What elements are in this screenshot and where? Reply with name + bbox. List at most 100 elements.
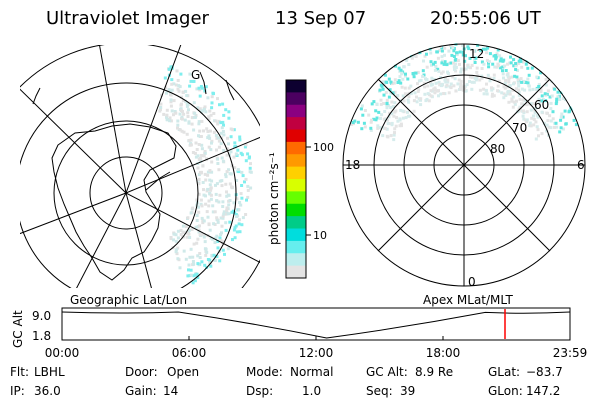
aurora-pixel	[422, 59, 425, 63]
aurora-pixel	[472, 49, 476, 53]
aurora-pixel	[158, 109, 162, 113]
aurora-pixel	[190, 116, 194, 120]
aurora-pixel	[398, 118, 402, 122]
aurora-pixel	[376, 124, 380, 128]
aurora-pixel	[247, 156, 251, 160]
aurora-pixel	[517, 84, 521, 88]
aurora-pixel	[210, 141, 213, 145]
aurora-pixel	[503, 64, 507, 68]
aurora-pixel	[224, 228, 228, 232]
aurora-pixel	[179, 233, 183, 236]
aurora-pixel	[528, 88, 532, 92]
aurora-pixel	[511, 105, 515, 109]
aurora-pixel	[555, 100, 559, 104]
aurora-pixel	[429, 83, 433, 87]
aurora-pixel	[444, 80, 448, 84]
aurora-pixel	[480, 74, 484, 78]
aurora-pixel	[517, 93, 521, 97]
aurora-pixel	[228, 182, 232, 186]
aurora-pixel	[217, 139, 221, 143]
aurora-pixel	[169, 104, 173, 108]
aurora-pixel	[454, 58, 458, 61]
aurora-pixel	[407, 63, 411, 66]
aurora-pixel	[176, 236, 180, 240]
aurora-pixel	[236, 148, 240, 152]
aurora-pixel	[392, 114, 396, 118]
aurora-pixel	[188, 236, 192, 239]
aurora-pixel	[422, 81, 426, 85]
aurora-pixel	[492, 73, 496, 77]
aurora-pixel	[419, 98, 422, 102]
aurora-pixel	[504, 78, 508, 82]
aurora-pixel	[198, 256, 202, 259]
aurora-pixel	[416, 82, 419, 86]
glon-key: GLon:	[488, 384, 523, 398]
aurora-pixel	[380, 84, 384, 88]
aurora-pixel	[238, 218, 241, 222]
aurora-pixel	[196, 276, 200, 280]
aurora-pixel	[463, 87, 467, 91]
aurora-pixel	[450, 53, 454, 57]
aurora-pixel	[545, 123, 549, 127]
aurora-pixel	[226, 136, 229, 140]
timeline-x-ticks: 00:00 06:00 12:00 18:00 23:59	[45, 336, 587, 360]
aurora-pixel	[209, 236, 213, 240]
aurora-pixel	[215, 255, 219, 258]
aurora-pixel	[238, 230, 242, 234]
aurora-pixel	[187, 139, 191, 142]
aurora-pixel	[217, 145, 221, 149]
color-scale-tick-100: 100	[313, 141, 334, 154]
aurora-pixel	[517, 90, 521, 94]
aurora-pixel	[208, 178, 212, 182]
aurora-pixel	[401, 116, 405, 120]
aurora-pixel	[506, 92, 510, 96]
aurora-pixel	[221, 214, 225, 218]
aurora-pixel	[219, 131, 223, 135]
aurora-pixel	[548, 95, 552, 99]
aurora-pixel	[412, 54, 416, 58]
aurora-pixel	[416, 89, 420, 93]
aurora-pixel	[209, 186, 213, 190]
aurora-pixel	[474, 56, 478, 60]
aurora-pixel	[510, 97, 514, 101]
aurora-pixel	[200, 86, 204, 90]
aurora-pixel	[218, 259, 222, 263]
aurora-pixel	[521, 109, 525, 113]
aurora-pixel	[188, 255, 192, 259]
aurora-pixel	[549, 126, 553, 130]
aurora-pixel	[437, 89, 440, 92]
aurora-pixel	[211, 204, 215, 208]
aurora-pixel	[540, 99, 544, 103]
aurora-pixel	[460, 87, 464, 91]
aurora-pixel	[191, 260, 195, 263]
timeline-frame	[61, 307, 571, 341]
aurora-pixel	[178, 112, 182, 116]
aurora-pixel	[493, 46, 497, 49]
aurora-pixel	[208, 169, 212, 172]
aurora-pixel	[227, 193, 231, 197]
timeline-tick-label: 06:00	[172, 346, 207, 360]
aurora-pixel	[451, 46, 455, 50]
aurora-pixel	[207, 134, 211, 138]
aurora-pixel	[393, 110, 397, 114]
aurora-pixel	[222, 123, 225, 127]
aurora-pixel	[427, 99, 431, 103]
aurora-pixel	[517, 61, 521, 65]
aurora-pixel	[400, 71, 404, 75]
timeline-y-min: 1.8	[32, 329, 51, 343]
aurora-pixel	[199, 85, 203, 88]
color-scale-swatch	[286, 80, 306, 93]
aurora-pixel	[434, 64, 438, 68]
aurora-pixel	[172, 232, 176, 236]
aurora-pixel	[215, 234, 219, 238]
aurora-pixel	[212, 222, 216, 226]
aurora-pixel	[240, 153, 244, 157]
aurora-pixel	[530, 116, 534, 120]
aurora-pixel	[208, 191, 212, 195]
aurora-pixel	[232, 128, 236, 132]
aurora-pixel	[174, 83, 178, 87]
longitude-lines	[20, 45, 260, 288]
aurora-pixel	[169, 93, 172, 97]
aurora-pixel	[225, 212, 229, 216]
aurora-pixel	[440, 61, 444, 65]
